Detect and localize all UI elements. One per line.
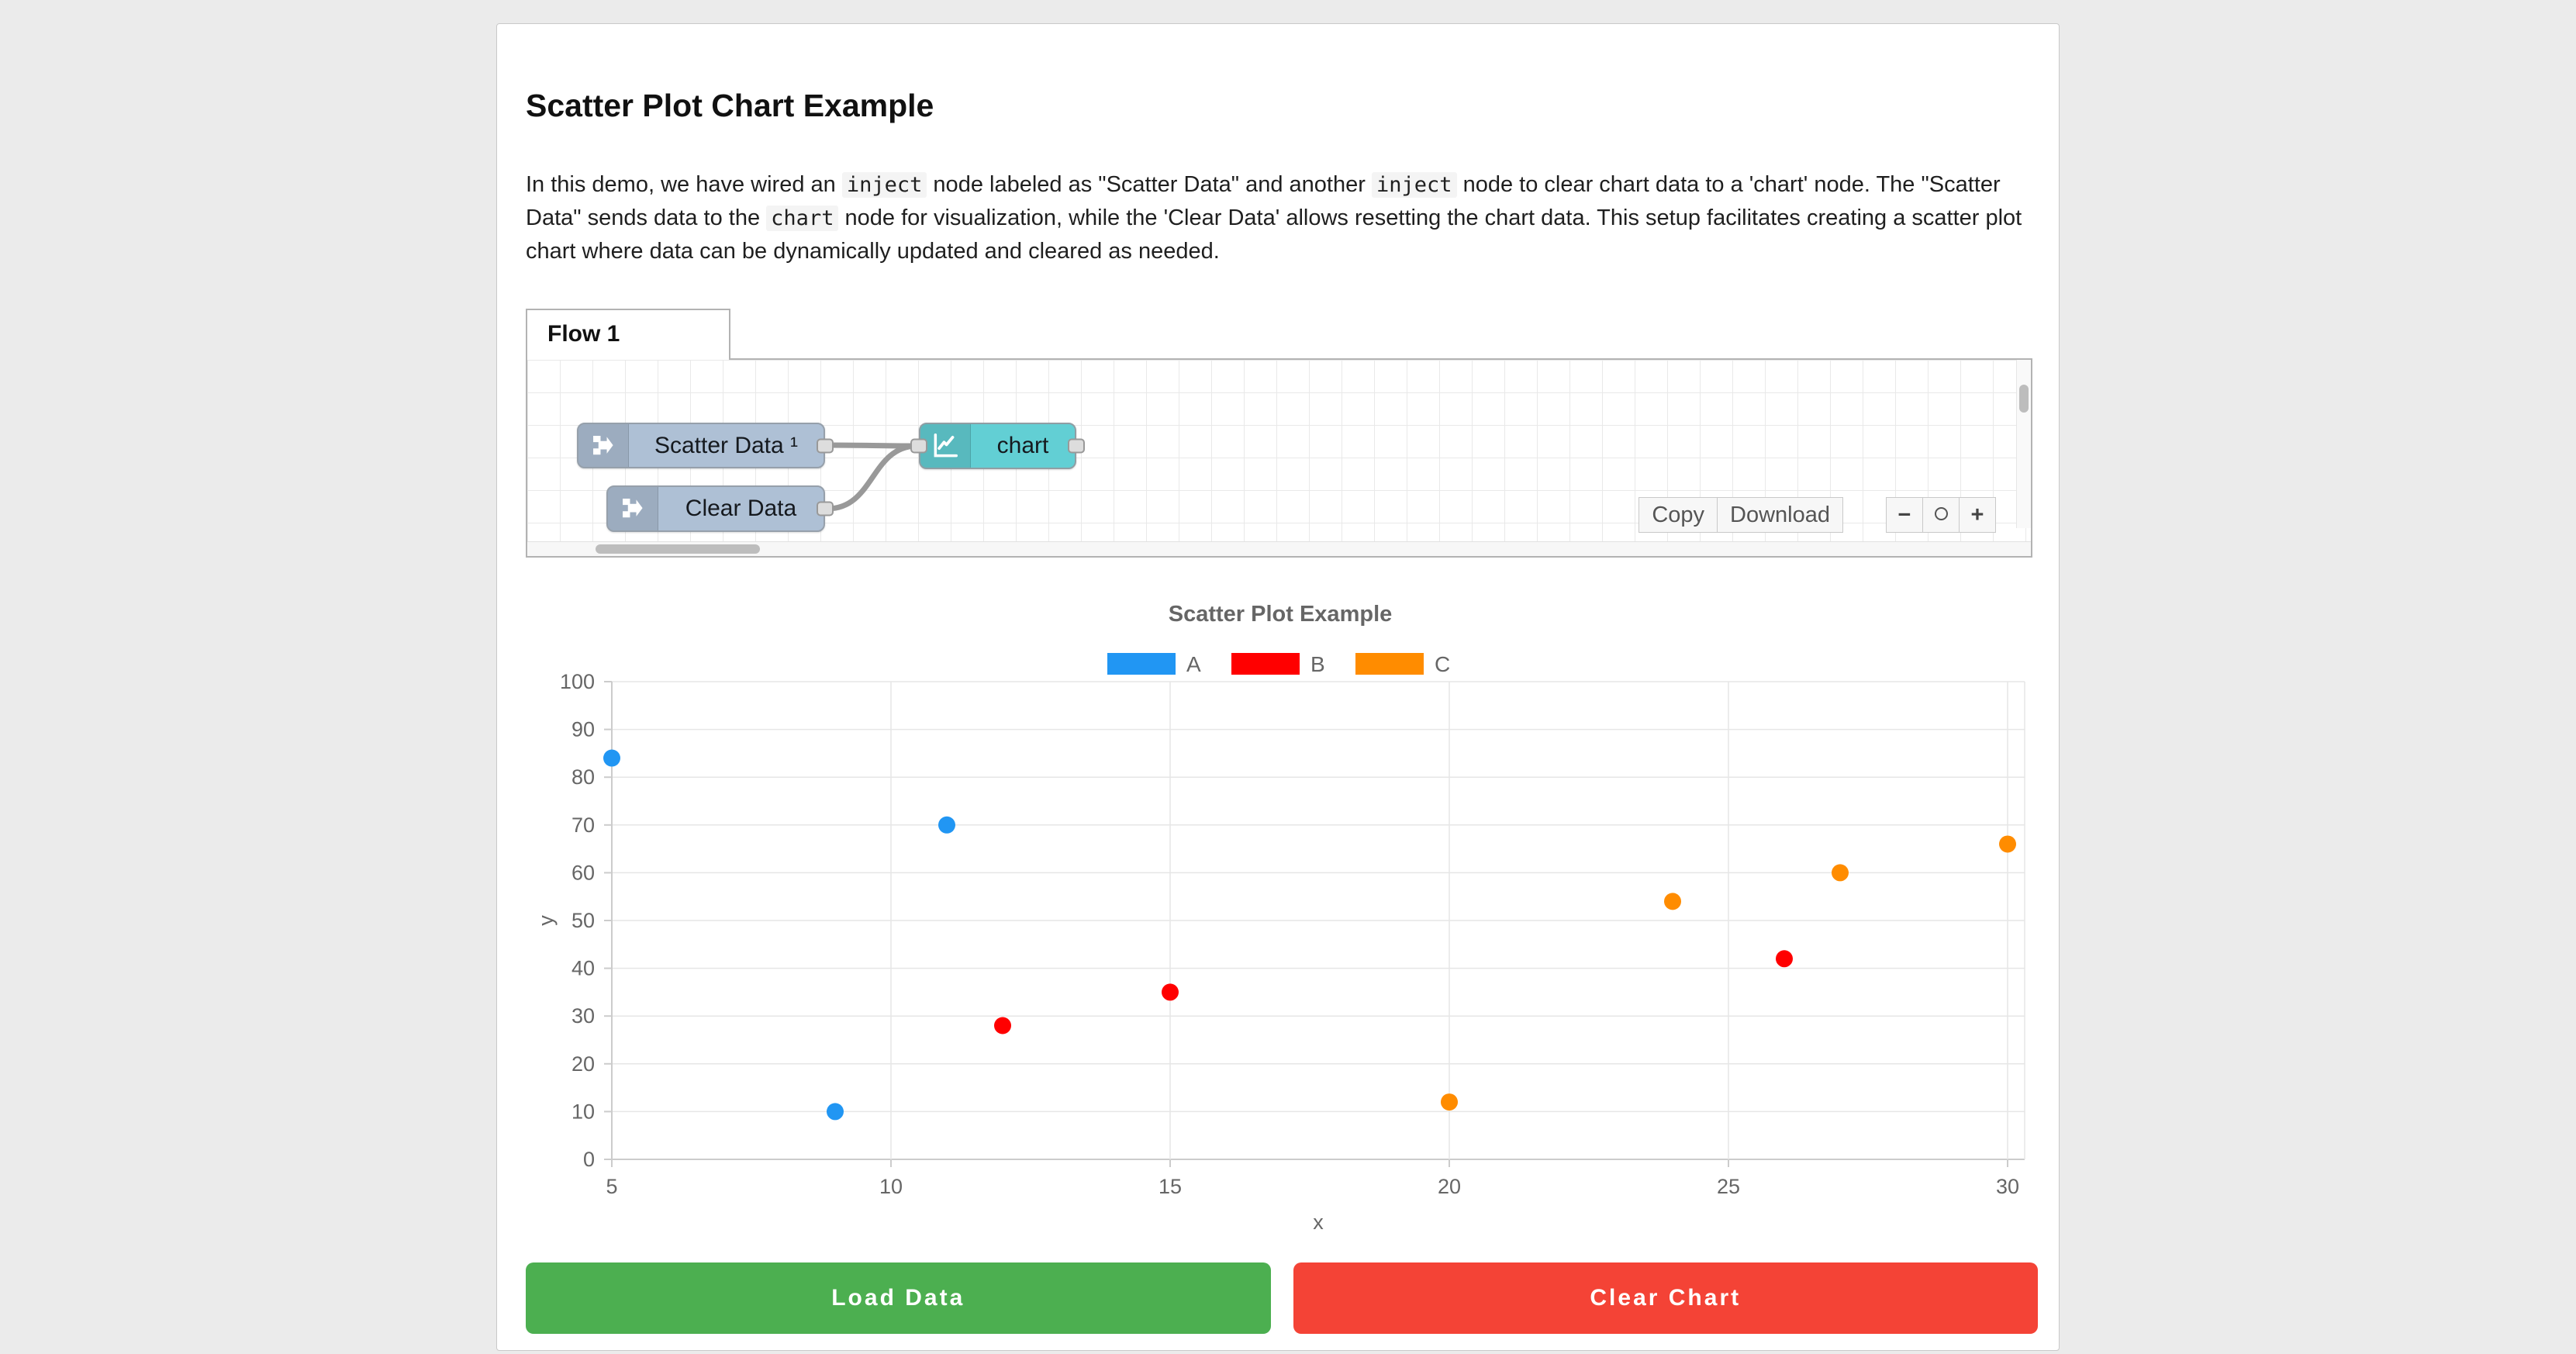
tick-label-y: 40	[571, 957, 595, 980]
chart-title: Scatter Plot Example	[1169, 602, 1393, 627]
inject-icon	[578, 424, 629, 467]
tick-label-y: 100	[560, 670, 595, 693]
load-data-button[interactable]: Load Data	[526, 1262, 1271, 1334]
data-point-a	[938, 816, 955, 834]
download-button[interactable]: Download	[1717, 497, 1843, 533]
scatter-chart: Scatter Plot Example A B C 0 10 20 30 40 50 60 70 80…	[534, 602, 2025, 1234]
action-buttons: Load Data Clear Chart	[526, 1262, 2038, 1334]
tick-label-x: 25	[1717, 1175, 1740, 1198]
tick-label-y: 80	[571, 765, 595, 789]
inline-code: inject	[841, 172, 927, 198]
flow-export-toolbar: Copy Download	[1638, 497, 1843, 533]
input-port	[910, 438, 927, 454]
intro-text: node labeled as "Scatter Data" and anoth…	[927, 172, 1372, 197]
wire-clear-to-chart	[824, 443, 919, 512]
data-point-b	[1776, 950, 1793, 968]
data-point-a	[827, 1103, 844, 1121]
tick-label-y: 0	[583, 1148, 595, 1171]
legend-swatch-a[interactable]	[1107, 653, 1176, 675]
tick-label-y: 20	[571, 1052, 595, 1076]
tick-label-y: 70	[571, 813, 595, 837]
content-card: Scatter Plot Chart Example In this demo,…	[496, 23, 2060, 1351]
legend-swatch-c[interactable]	[1355, 653, 1424, 675]
output-port	[1068, 438, 1085, 454]
horizontal-scroll-thumb[interactable]	[596, 544, 760, 554]
flow-tab[interactable]: Flow 1	[526, 309, 730, 360]
tick-label-x: 10	[879, 1175, 903, 1198]
data-point-b	[994, 1017, 1011, 1034]
node-label: Clear Data	[685, 496, 797, 521]
flow-horizontal-scrollbar[interactable]	[527, 541, 2031, 556]
copy-button[interactable]: Copy	[1638, 497, 1718, 533]
node-label: Scatter Data ¹	[654, 432, 799, 458]
intro-text: node for visualization, while the 'Clear…	[526, 206, 2022, 264]
tick-label-x: 5	[606, 1175, 617, 1198]
legend-swatch-b[interactable]	[1231, 653, 1300, 675]
tick-label-y: 30	[571, 1004, 595, 1028]
node-label: chart	[996, 433, 1049, 458]
intro-text: In this demo, we have wired an	[526, 172, 842, 197]
data-point-c	[1664, 893, 1681, 910]
flow-tab-label: Flow 1	[547, 321, 620, 347]
data-point-c	[1441, 1093, 1458, 1111]
data-point-a	[603, 749, 620, 767]
inline-code: inject	[1371, 172, 1457, 198]
inline-code: chart	[766, 206, 839, 231]
data-point-b	[1162, 983, 1179, 1001]
legend-label-a[interactable]: A	[1186, 652, 1201, 676]
zoom-out-button[interactable]: −	[1886, 497, 1923, 533]
output-port	[817, 501, 834, 516]
intro-text: node to clear chart data to a 'chart' no…	[526, 172, 2001, 230]
flow-zoom-toolbar: − +	[1886, 497, 1996, 533]
tick-label-y: 50	[571, 909, 595, 932]
vertical-scroll-thumb[interactable]	[2019, 385, 2029, 413]
node-scatter-data[interactable]: Scatter Data ¹	[577, 423, 834, 468]
node-chart[interactable]: chart	[910, 423, 1085, 469]
inject-icon	[608, 487, 658, 530]
flow-grid[interactable]: Scatter Data ¹ Clear Data chart	[527, 360, 2031, 542]
flow-vertical-scrollbar[interactable]	[2016, 360, 2031, 528]
tick-label-y: 60	[571, 861, 595, 884]
legend-label-b[interactable]: B	[1310, 652, 1325, 676]
zoom-reset-button[interactable]	[1922, 497, 1960, 533]
zoom-in-button[interactable]: +	[1959, 497, 1996, 533]
line-chart-icon	[920, 424, 971, 468]
data-point-c	[1999, 835, 2016, 853]
page-title: Scatter Plot Chart Example	[526, 88, 934, 123]
output-port	[817, 438, 834, 453]
flow-canvas[interactable]: Scatter Data ¹ Clear Data chart	[526, 358, 2032, 558]
intro-paragraph: In this demo, we have wired an inject no…	[526, 168, 2024, 268]
clear-chart-button[interactable]: Clear Chart	[1293, 1262, 2038, 1334]
node-clear-data[interactable]: Clear Data	[606, 485, 834, 532]
tick-label-x: 15	[1159, 1175, 1182, 1198]
tick-label-x: 30	[1996, 1175, 2019, 1198]
data-point-c	[1832, 864, 1849, 882]
zoom-reset-icon	[1934, 506, 1948, 520]
wire-scatter-to-chart	[824, 442, 919, 449]
tick-label-y: 10	[571, 1100, 595, 1123]
y-axis-title: y	[534, 915, 558, 926]
x-axis-title: x	[1313, 1211, 1324, 1234]
legend-label-c[interactable]: C	[1435, 652, 1450, 676]
tick-label-x: 20	[1438, 1175, 1461, 1198]
tick-label-y: 90	[571, 718, 595, 741]
